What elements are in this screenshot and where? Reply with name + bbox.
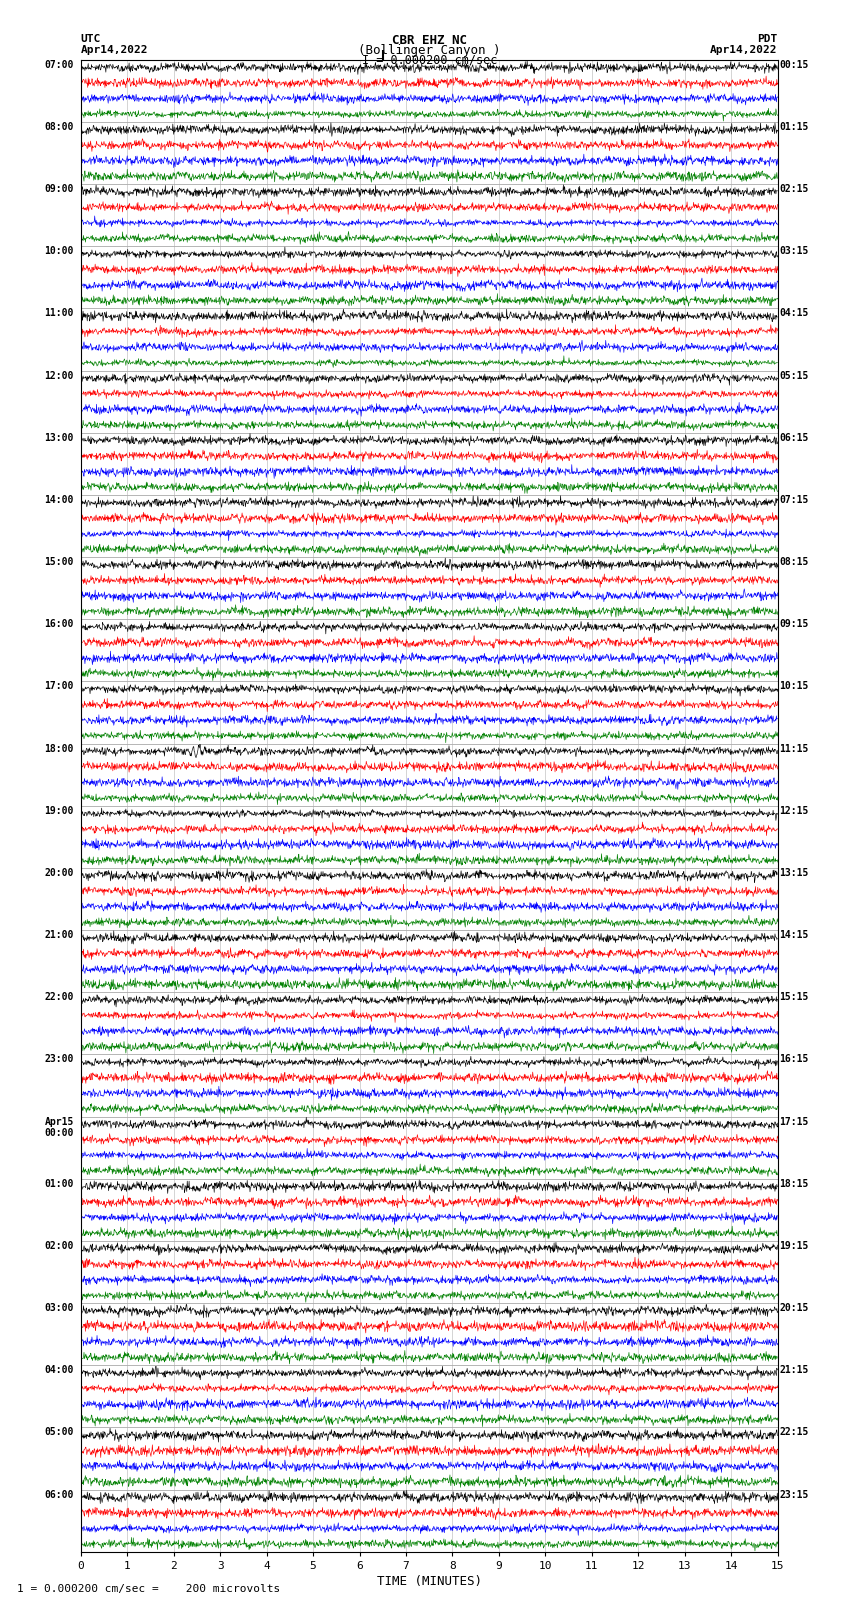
Text: 09:00: 09:00 bbox=[44, 184, 74, 194]
Text: 10:15: 10:15 bbox=[779, 681, 808, 692]
Text: 17:00: 17:00 bbox=[44, 681, 74, 692]
Text: 06:00: 06:00 bbox=[44, 1489, 74, 1500]
Text: 18:00: 18:00 bbox=[44, 744, 74, 753]
Text: 21:00: 21:00 bbox=[44, 931, 74, 940]
Text: 08:00: 08:00 bbox=[44, 123, 74, 132]
Text: 22:00: 22:00 bbox=[44, 992, 74, 1002]
Text: 14:00: 14:00 bbox=[44, 495, 74, 505]
Text: 15:15: 15:15 bbox=[779, 992, 808, 1002]
Text: 02:00: 02:00 bbox=[44, 1240, 74, 1250]
Text: 16:15: 16:15 bbox=[779, 1055, 808, 1065]
Text: 14:15: 14:15 bbox=[779, 931, 808, 940]
Text: 06:15: 06:15 bbox=[779, 432, 808, 442]
Text: 23:15: 23:15 bbox=[779, 1489, 808, 1500]
Text: 22:15: 22:15 bbox=[779, 1428, 808, 1437]
Text: 17:15: 17:15 bbox=[779, 1116, 808, 1126]
Text: 00:15: 00:15 bbox=[779, 60, 808, 69]
Text: 09:15: 09:15 bbox=[779, 619, 808, 629]
Text: 12:15: 12:15 bbox=[779, 806, 808, 816]
Text: 01:15: 01:15 bbox=[779, 123, 808, 132]
Text: I = 0.000200 cm/sec: I = 0.000200 cm/sec bbox=[361, 53, 497, 66]
Text: 15:00: 15:00 bbox=[44, 556, 74, 568]
Text: 03:00: 03:00 bbox=[44, 1303, 74, 1313]
Text: 19:00: 19:00 bbox=[44, 806, 74, 816]
Text: 11:00: 11:00 bbox=[44, 308, 74, 318]
Text: 23:00: 23:00 bbox=[44, 1055, 74, 1065]
Text: 20:15: 20:15 bbox=[779, 1303, 808, 1313]
Text: Apr14,2022: Apr14,2022 bbox=[81, 45, 148, 55]
Text: 11:15: 11:15 bbox=[779, 744, 808, 753]
X-axis label: TIME (MINUTES): TIME (MINUTES) bbox=[377, 1574, 482, 1587]
Text: 13:15: 13:15 bbox=[779, 868, 808, 877]
Text: 07:15: 07:15 bbox=[779, 495, 808, 505]
Text: 19:15: 19:15 bbox=[779, 1240, 808, 1250]
Text: PDT: PDT bbox=[757, 34, 778, 44]
Text: 21:15: 21:15 bbox=[779, 1365, 808, 1376]
Text: 05:15: 05:15 bbox=[779, 371, 808, 381]
Text: 20:00: 20:00 bbox=[44, 868, 74, 877]
Text: UTC: UTC bbox=[81, 34, 101, 44]
Text: 1 = 0.000200 cm/sec =    200 microvolts: 1 = 0.000200 cm/sec = 200 microvolts bbox=[17, 1584, 280, 1594]
Text: 12:00: 12:00 bbox=[44, 371, 74, 381]
Text: 13:00: 13:00 bbox=[44, 432, 74, 442]
Text: Apr14,2022: Apr14,2022 bbox=[711, 45, 778, 55]
Text: 05:00: 05:00 bbox=[44, 1428, 74, 1437]
Text: 18:15: 18:15 bbox=[779, 1179, 808, 1189]
Text: 03:15: 03:15 bbox=[779, 247, 808, 256]
Text: 10:00: 10:00 bbox=[44, 247, 74, 256]
Text: 04:00: 04:00 bbox=[44, 1365, 74, 1376]
Text: 07:00: 07:00 bbox=[44, 60, 74, 69]
Text: 16:00: 16:00 bbox=[44, 619, 74, 629]
Text: 04:15: 04:15 bbox=[779, 308, 808, 318]
Text: CBR EHZ NC: CBR EHZ NC bbox=[392, 34, 467, 47]
Text: 02:15: 02:15 bbox=[779, 184, 808, 194]
Text: 01:00: 01:00 bbox=[44, 1179, 74, 1189]
Text: (Bollinger Canyon ): (Bollinger Canyon ) bbox=[358, 44, 501, 56]
Text: Apr15
00:00: Apr15 00:00 bbox=[44, 1116, 74, 1139]
Text: 08:15: 08:15 bbox=[779, 556, 808, 568]
